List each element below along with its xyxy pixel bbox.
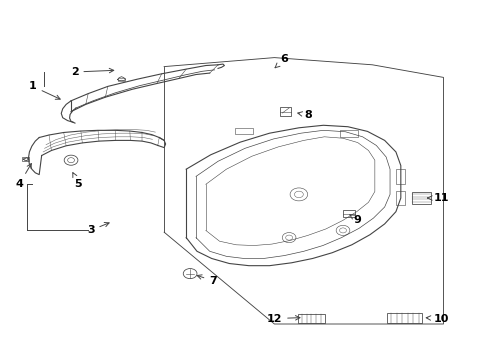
Text: 10: 10	[426, 314, 449, 324]
Bar	[396, 191, 405, 205]
Text: 4: 4	[16, 163, 31, 189]
Bar	[412, 192, 431, 204]
Bar	[387, 313, 422, 323]
Bar	[235, 128, 253, 134]
Bar	[280, 107, 291, 116]
Text: 8: 8	[298, 110, 313, 120]
Text: 1: 1	[29, 81, 60, 99]
Text: 11: 11	[427, 193, 449, 203]
Text: 12: 12	[267, 314, 300, 324]
Text: 6: 6	[275, 54, 288, 68]
Bar	[340, 130, 358, 137]
Text: 9: 9	[350, 215, 362, 225]
Text: 7: 7	[197, 275, 217, 286]
Text: 2: 2	[71, 67, 114, 77]
Bar	[343, 210, 355, 217]
Bar	[118, 78, 125, 81]
Text: 3: 3	[87, 222, 109, 235]
Bar	[396, 169, 405, 184]
Text: 5: 5	[73, 173, 82, 189]
Bar	[298, 314, 325, 323]
